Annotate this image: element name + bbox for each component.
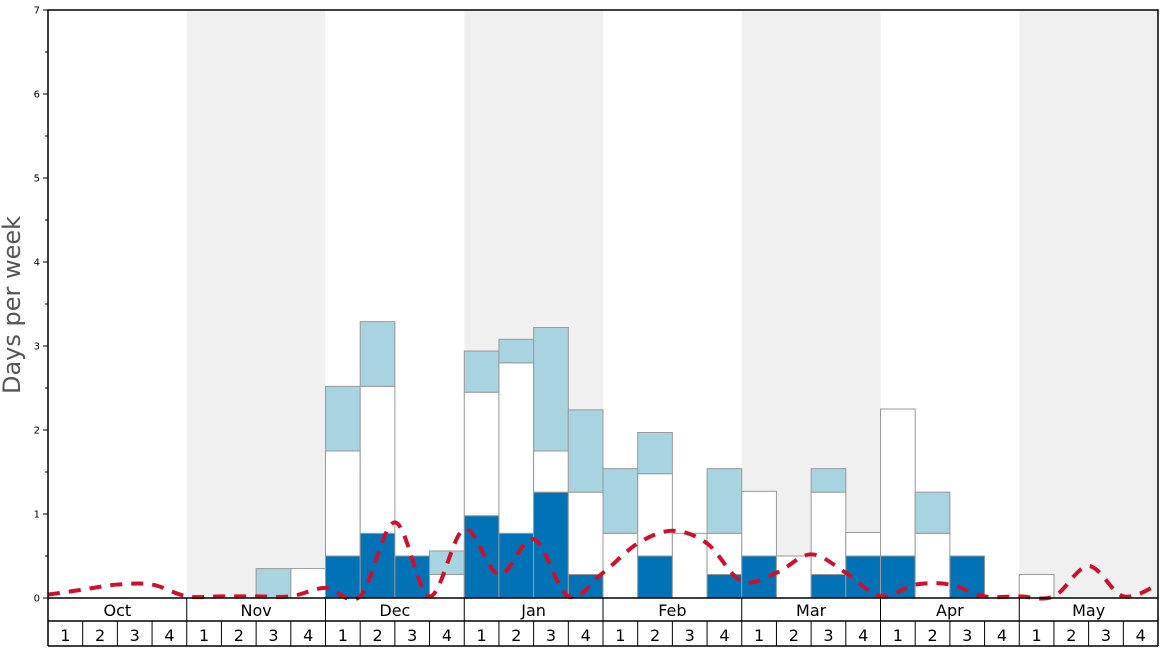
bar-segment <box>637 432 673 475</box>
week-label: 1 <box>60 626 70 645</box>
month-band <box>1019 10 1158 598</box>
bar-segment <box>741 490 777 557</box>
week-label: 1 <box>477 626 487 645</box>
week-label: 4 <box>719 626 729 645</box>
month-label: Dec <box>379 601 410 620</box>
week-label: 2 <box>234 626 244 645</box>
bar-segment <box>533 450 569 493</box>
week-label: 4 <box>858 626 868 645</box>
y-tick-label: 3 <box>34 342 40 353</box>
week-label: 3 <box>407 626 417 645</box>
bar-segment <box>810 573 847 599</box>
bar-segment <box>706 532 743 575</box>
week-label: 4 <box>1136 626 1146 645</box>
month-label: Jan <box>520 601 546 620</box>
bar-segment <box>498 362 535 534</box>
week-label: 2 <box>789 626 799 645</box>
week-label: 4 <box>581 626 591 645</box>
week-label: 1 <box>338 626 348 645</box>
week-label: 2 <box>95 626 105 645</box>
month-band <box>186 10 326 598</box>
week-label: 1 <box>615 626 625 645</box>
bar-segment <box>533 327 569 452</box>
bar-segment <box>325 450 361 557</box>
bar-segment <box>567 409 604 493</box>
week-label: 2 <box>1066 626 1076 645</box>
week-label: 2 <box>927 626 937 645</box>
bar-segment <box>498 532 535 599</box>
month-label: May <box>1072 601 1105 620</box>
x-axis: Oct 1 2 3 4 Nov 1 2 3 4 Dec 1 2 3 4 Jan 1 2 3 4 Feb 1 2 3 4 Mar 1 2… <box>47 598 1159 647</box>
bar-segment <box>602 468 639 534</box>
y-tick-label: 0 <box>34 594 40 605</box>
bar-segment <box>602 532 639 599</box>
bar-segment <box>359 532 396 599</box>
week-label: 3 <box>130 626 140 645</box>
bar-segment <box>810 468 847 493</box>
week-label: 2 <box>650 626 660 645</box>
bar-segment <box>914 532 951 599</box>
week-label: 3 <box>823 626 833 645</box>
week-label: 3 <box>685 626 695 645</box>
bar-segment <box>949 555 986 599</box>
week-label: 3 <box>546 626 556 645</box>
week-label: 1 <box>893 626 903 645</box>
week-label: 2 <box>511 626 521 645</box>
bar-segment <box>671 532 708 599</box>
bar-segment <box>325 555 361 599</box>
week-label: 4 <box>303 626 313 645</box>
month-label: Mar <box>796 601 827 620</box>
bar-segment <box>567 491 604 575</box>
week-label: 3 <box>1101 626 1111 645</box>
week-label: 1 <box>1032 626 1042 645</box>
average-line <box>47 520 1159 602</box>
week-label: 1 <box>754 626 764 645</box>
bar-segment <box>914 491 951 534</box>
week-label: 4 <box>164 626 174 645</box>
week-label: 1 <box>199 626 209 645</box>
bar-segment <box>463 350 500 393</box>
month-label: Apr <box>936 601 964 620</box>
week-label: 4 <box>997 626 1007 645</box>
y-tick-label: 2 <box>34 426 40 437</box>
bar-segment <box>359 385 396 534</box>
month-label: Nov <box>241 601 272 620</box>
bar-segment <box>1018 573 1055 599</box>
week-label: 3 <box>962 626 972 645</box>
bar-segment <box>359 321 396 387</box>
week-label: 2 <box>372 626 382 645</box>
y-ticks: 0 1 2 3 4 5 6 7 <box>34 6 48 605</box>
week-label: 3 <box>268 626 278 645</box>
bar-segment <box>325 385 361 452</box>
y-tick-label: 6 <box>34 90 40 101</box>
bar-segment <box>880 408 916 557</box>
bar-segment <box>706 468 743 534</box>
bar-segment <box>463 515 500 599</box>
bars-layer <box>255 321 1055 599</box>
y-tick-label: 1 <box>34 510 40 521</box>
y-tick-label: 4 <box>34 258 40 269</box>
y-tick-label: 5 <box>34 174 40 185</box>
bar-segment <box>845 531 881 557</box>
week-label: 4 <box>442 626 452 645</box>
bar-segment <box>255 568 292 599</box>
month-label: Feb <box>658 601 686 620</box>
bar-segment <box>637 473 673 557</box>
average-line-layer <box>47 520 1159 602</box>
bar-segment <box>637 555 673 599</box>
month-label: Oct <box>104 601 132 620</box>
y-tick-label: 7 <box>34 6 40 17</box>
month-bands <box>186 10 1158 598</box>
bar-segment <box>463 391 500 517</box>
y-axis-label: Days per week <box>0 216 26 394</box>
bar-segment <box>498 338 535 364</box>
